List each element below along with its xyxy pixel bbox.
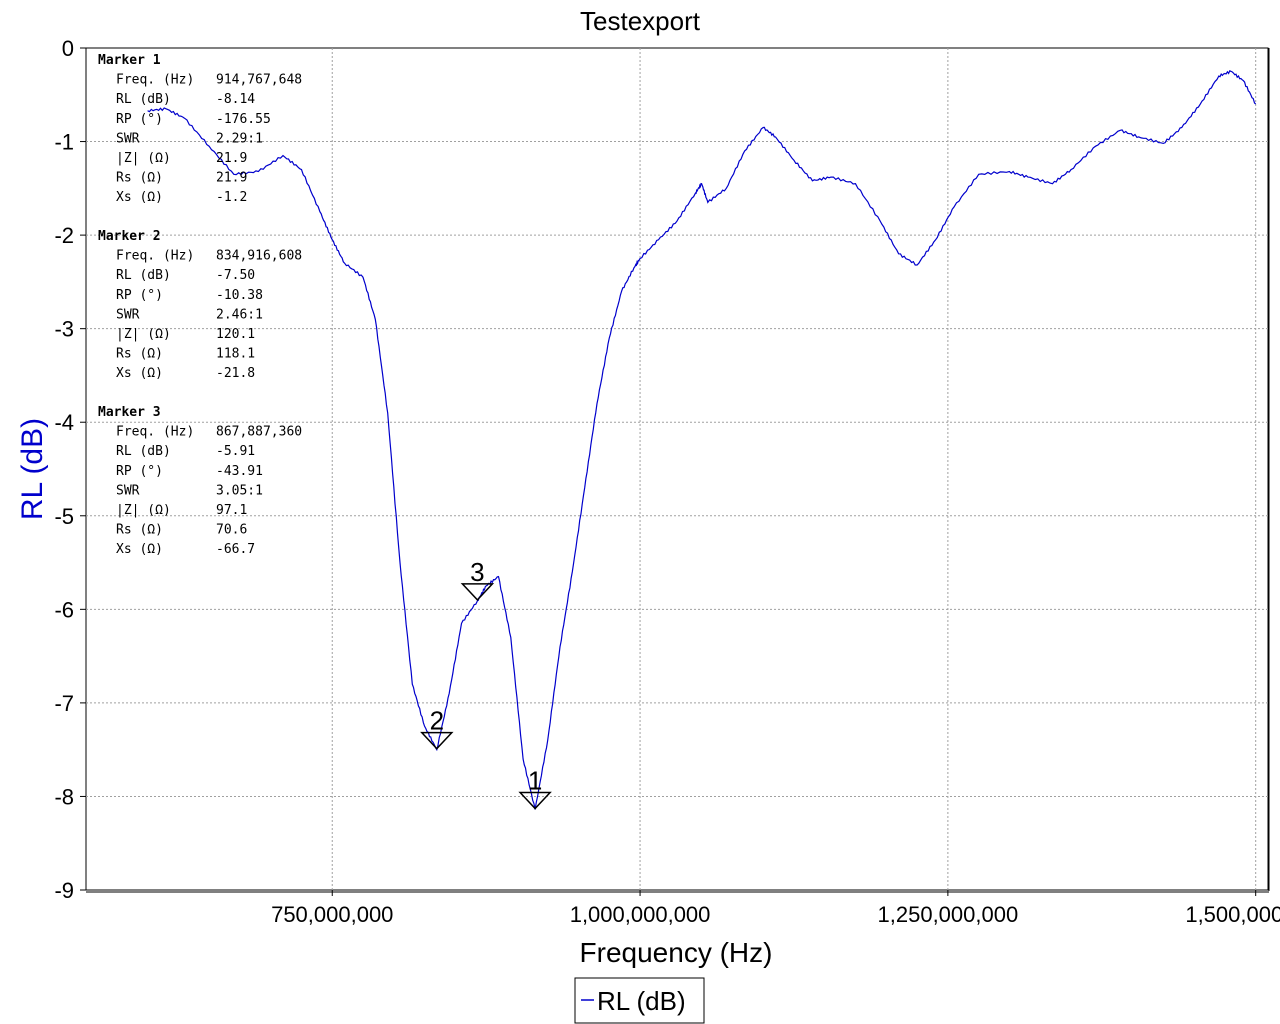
x-tick-label: 750,000,000 bbox=[271, 902, 393, 927]
readout-label: SWR bbox=[116, 307, 140, 322]
readout-value: 867,887,360 bbox=[216, 425, 302, 440]
y-tick-label: -7 bbox=[54, 691, 74, 716]
readout-value: 3.05:1 bbox=[216, 483, 263, 498]
marker-1-number: 1 bbox=[528, 766, 542, 796]
x-axis-ticks: 750,000,000 1,000,000,000 1,250,000,000 1,5… bbox=[271, 890, 1280, 927]
y-tick-label: -6 bbox=[54, 597, 74, 622]
x-tick-label: 1,250,000,000 bbox=[878, 902, 1019, 927]
grid-lines bbox=[86, 48, 1268, 890]
readout-value: 21.9 bbox=[216, 151, 247, 166]
y-tick-label: -5 bbox=[54, 504, 74, 529]
readout-label: Xs (Ω) bbox=[116, 366, 163, 381]
readout-value: 21.9 bbox=[216, 171, 247, 186]
legend-box bbox=[574, 977, 705, 1024]
series-line-rl bbox=[147, 70, 1257, 810]
readout-heading: Marker 3 bbox=[98, 405, 161, 420]
readout-label: RL (dB) bbox=[116, 92, 171, 107]
readout-value: -7.50 bbox=[216, 268, 255, 283]
y-tick-label: -3 bbox=[54, 317, 74, 342]
x-tick-label: 1,500,000,000 bbox=[1185, 902, 1280, 927]
plot-area bbox=[85, 47, 1270, 893]
readout-label: |Z| (Ω) bbox=[116, 151, 171, 166]
marker-symbols: 1 2 3 bbox=[420, 557, 552, 810]
readout-value: 2.29:1 bbox=[216, 131, 263, 146]
marker-1: 1 bbox=[518, 766, 552, 810]
readout-value: 914,767,648 bbox=[216, 73, 302, 88]
readout-value: -1.2 bbox=[216, 190, 247, 205]
marker-2: 2 bbox=[420, 706, 454, 750]
readout-label: Rs (Ω) bbox=[116, 523, 163, 538]
readout-label: RL (dB) bbox=[116, 444, 171, 459]
plot-background bbox=[85, 47, 1269, 891]
readout-label: |Z| (Ω) bbox=[116, 503, 171, 518]
marker-readout: Marker 1 Freq. (Hz) 914,767,648 RL (dB) -8.1… bbox=[98, 53, 302, 557]
y-tick-label: -1 bbox=[54, 130, 74, 155]
readout-label: RP (°) bbox=[116, 464, 163, 479]
y-axis-ticks: 0 -1 -2 -3 -4 -5 -6 -7 -8 -9 bbox=[54, 36, 86, 903]
x-tick-label: 1,000,000,000 bbox=[570, 902, 711, 927]
legend-label: RL (dB) bbox=[597, 986, 686, 1016]
readout-label: Rs (Ω) bbox=[116, 347, 163, 362]
readout-label: RP (°) bbox=[116, 288, 163, 303]
readout-value: 97.1 bbox=[216, 503, 247, 518]
marker-2-triangle bbox=[420, 731, 454, 750]
readout-value: 834,916,608 bbox=[216, 249, 302, 264]
readout-value: -10.38 bbox=[216, 288, 263, 303]
readout-label: RL (dB) bbox=[116, 268, 171, 283]
readout-label: Freq. (Hz) bbox=[116, 249, 194, 264]
readout-value: -66.7 bbox=[216, 542, 255, 557]
readout-label: RP (°) bbox=[116, 112, 163, 127]
y-axis-title: RL (dB) bbox=[16, 418, 49, 520]
y-tick-label: 0 bbox=[62, 36, 74, 61]
legend: RL (dB) bbox=[574, 977, 705, 1024]
readout-label: Xs (Ω) bbox=[116, 542, 163, 557]
y-tick-label: -9 bbox=[54, 878, 74, 903]
readout-value: -8.14 bbox=[216, 92, 255, 107]
readout-label: Freq. (Hz) bbox=[116, 73, 194, 88]
y-tick-label: -4 bbox=[54, 410, 74, 435]
readout-value: -176.55 bbox=[216, 112, 271, 127]
readout-label: Rs (Ω) bbox=[116, 171, 163, 186]
marker-2-number: 2 bbox=[430, 706, 444, 736]
readout-heading: Marker 1 bbox=[98, 53, 161, 68]
marker-3-number: 3 bbox=[470, 557, 484, 587]
readout-value: 2.46:1 bbox=[216, 307, 263, 322]
readout-value: 70.6 bbox=[216, 523, 247, 538]
readout-value: 118.1 bbox=[216, 347, 255, 362]
readout-label: |Z| (Ω) bbox=[116, 327, 171, 342]
readout-label: Xs (Ω) bbox=[116, 190, 163, 205]
readout-value: -21.8 bbox=[216, 366, 255, 381]
readout-value: -5.91 bbox=[216, 444, 255, 459]
readout-label: SWR bbox=[116, 131, 140, 146]
readout-label: SWR bbox=[116, 483, 140, 498]
marker-3-triangle bbox=[460, 583, 495, 602]
marker-3: 3 bbox=[460, 557, 495, 602]
readout-value: 120.1 bbox=[216, 327, 255, 342]
y-tick-label: -8 bbox=[54, 784, 74, 809]
readout-heading: Marker 2 bbox=[98, 229, 161, 244]
readout-label: Freq. (Hz) bbox=[116, 425, 194, 440]
y-tick-label: -2 bbox=[54, 223, 74, 248]
marker-1-triangle bbox=[518, 791, 552, 810]
x-axis-title: Frequency (Hz) bbox=[580, 937, 773, 968]
readout-value: -43.91 bbox=[216, 464, 263, 479]
chart-title: Testexport bbox=[580, 6, 701, 36]
